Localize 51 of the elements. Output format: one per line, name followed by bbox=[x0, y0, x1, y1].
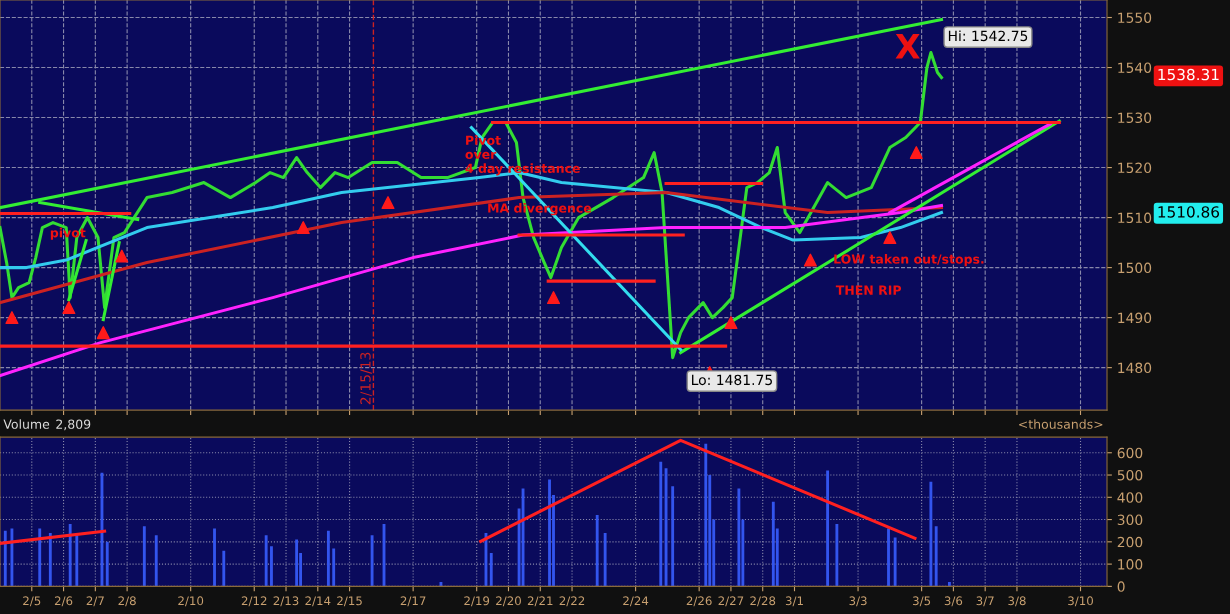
x-tick-label: 2/14 bbox=[305, 596, 331, 607]
x-tick-label: 3/5 bbox=[913, 596, 931, 607]
text: Volume bbox=[3, 419, 50, 429]
ref-line-label: 2/15/13 bbox=[360, 352, 372, 405]
x-tick-label: 2/28 bbox=[750, 596, 776, 607]
y-tick-label: 400 bbox=[1117, 492, 1143, 503]
y-tick-label: 300 bbox=[1117, 514, 1143, 526]
x-tick-label: 2/6 bbox=[54, 596, 73, 607]
y-tick-label: 1530 bbox=[1118, 112, 1152, 124]
x-tick-label: 3/10 bbox=[1068, 596, 1093, 607]
x-tick-label: 2/17 bbox=[400, 596, 426, 607]
y-tick-label: 1520 bbox=[1118, 162, 1152, 174]
annotation: Hi: 1542.75 bbox=[948, 30, 1028, 42]
text: 1510.86 bbox=[1158, 206, 1220, 218]
x-tick-label: 2/15 bbox=[337, 596, 362, 607]
x-tick-label: 2/22 bbox=[559, 596, 585, 607]
x-tick-label: 2/19 bbox=[464, 596, 490, 607]
x-tick-label: 2/12 bbox=[241, 596, 267, 607]
x-tick-label: 3/1 bbox=[785, 596, 803, 607]
x-tick-label: 2/20 bbox=[496, 596, 521, 607]
text: <thousands> bbox=[1019, 419, 1103, 429]
x-tick-label: 2/13 bbox=[273, 596, 299, 607]
y-tick-label: 600 bbox=[1117, 447, 1143, 459]
y-tick-label: 1490 bbox=[1118, 312, 1152, 324]
y-tick-label: 1550 bbox=[1118, 12, 1152, 23]
x-tick-label: 2/5 bbox=[23, 596, 41, 607]
x-tick-label: 3/6 bbox=[944, 596, 963, 607]
y-tick-label: 0 bbox=[1117, 581, 1125, 592]
annotation: X bbox=[895, 34, 920, 59]
y-tick-label: 1480 bbox=[1118, 362, 1152, 374]
x-tick-label: 3/3 bbox=[849, 596, 867, 607]
x-tick-label: 2/24 bbox=[623, 596, 649, 607]
text: 1538.31 bbox=[1158, 68, 1219, 81]
x-tick-label: 3/8 bbox=[1008, 596, 1026, 607]
annotation: Lo: 1481.75 bbox=[692, 374, 772, 386]
annotation: THEN RIP bbox=[835, 285, 902, 295]
text: 2,809 bbox=[56, 419, 91, 431]
y-tick-label: 500 bbox=[1117, 469, 1143, 481]
x-tick-label: 2/21 bbox=[527, 596, 553, 607]
y-tick-label: 1510 bbox=[1118, 212, 1152, 224]
y-tick-label: 1500 bbox=[1118, 262, 1152, 274]
x-tick-label: 2/10 bbox=[178, 596, 204, 607]
y-tick-label: 1540 bbox=[1118, 62, 1152, 73]
x-tick-label: 2/27 bbox=[718, 596, 744, 607]
y-tick-label: 200 bbox=[1117, 536, 1143, 548]
x-tick-label: 3/7 bbox=[976, 596, 994, 607]
annotation: LOW taken out/stops. bbox=[834, 254, 984, 267]
x-tick-label: 2/8 bbox=[118, 596, 136, 607]
x-tick-label: 2/26 bbox=[686, 596, 712, 607]
y-tick-label: 100 bbox=[1118, 559, 1143, 570]
x-tick-label: 2/7 bbox=[86, 596, 104, 607]
